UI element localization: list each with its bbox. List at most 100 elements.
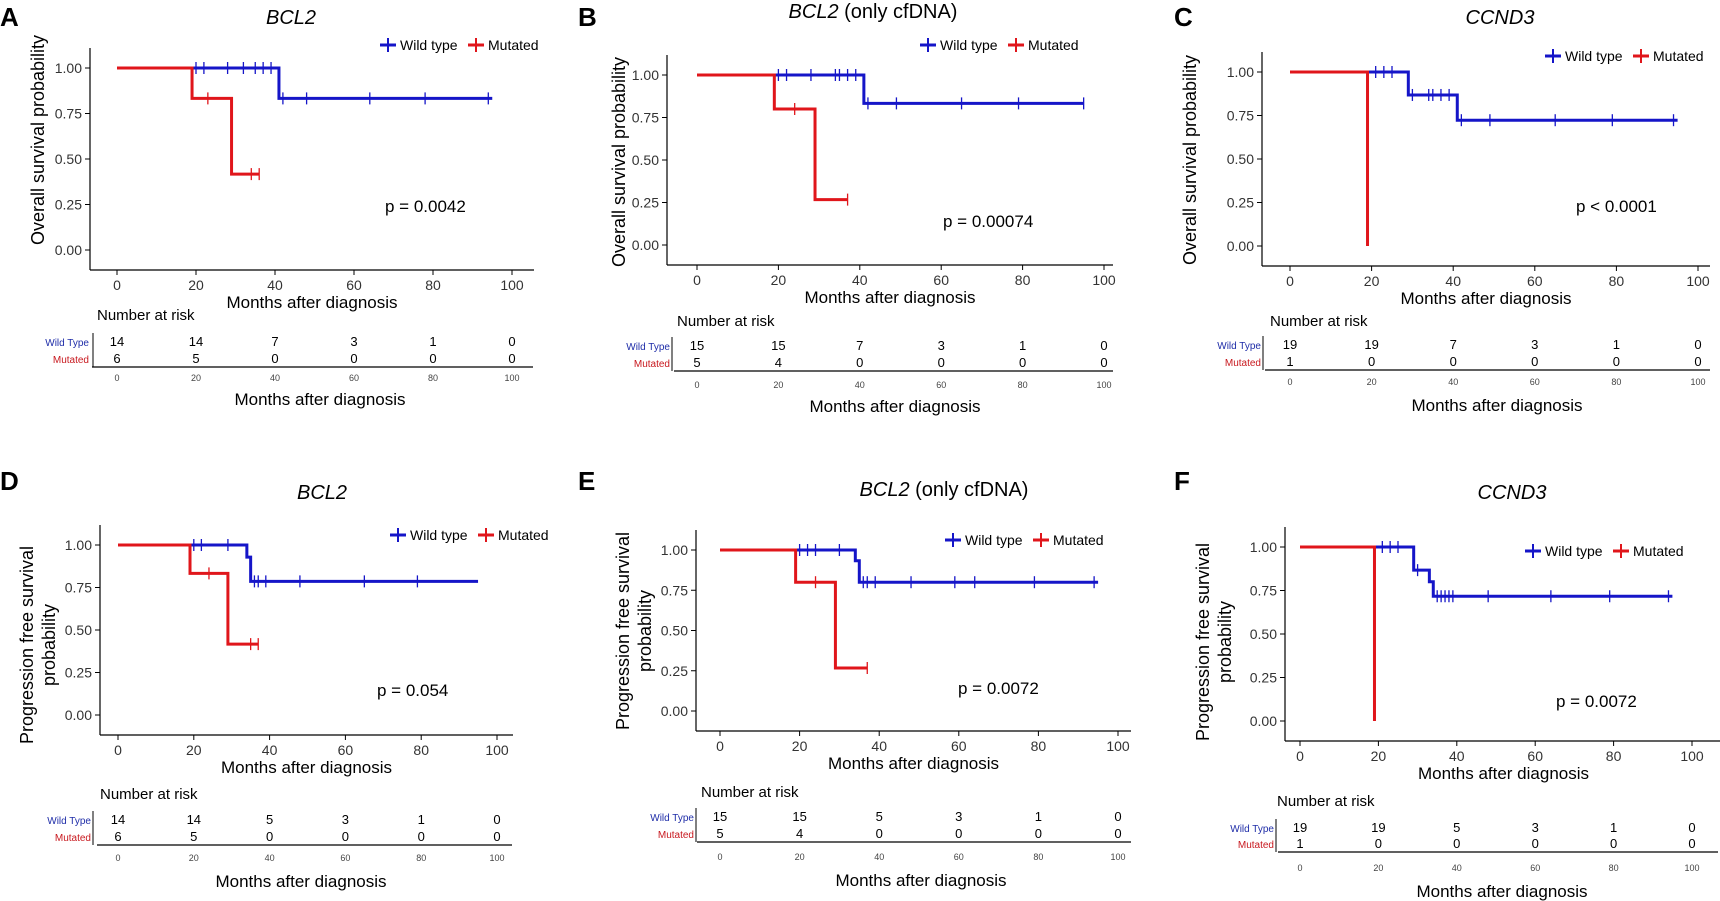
- risk-row-label-mutated: Mutated: [53, 355, 89, 366]
- km-curve-mutated: [118, 543, 259, 646]
- risk-count-mutated: 0: [1114, 826, 1121, 841]
- risk-count-wild-type: 0: [1694, 337, 1701, 352]
- x-tick-label: 60: [933, 272, 949, 288]
- risk-row-label-wild-type: Wild Type: [47, 816, 91, 827]
- risk-count-mutated: 0: [1453, 836, 1460, 851]
- y-axis-label-line: Overall survival probability: [1180, 55, 1200, 265]
- y-tick-label: 0.25: [55, 197, 82, 213]
- risk-x-tick-label: 100: [1690, 377, 1705, 387]
- x-tick-label: 0: [1286, 273, 1294, 289]
- x-tick-label: 80: [1606, 748, 1622, 764]
- risk-x-tick-label: 100: [504, 373, 519, 383]
- risk-count-mutated: 0: [1531, 354, 1538, 369]
- x-tick-label: 100: [1092, 272, 1116, 288]
- risk-x-tick-label: 20: [795, 852, 805, 862]
- y-axis-label: Progression free survival probability: [1193, 543, 1235, 741]
- km-curve-mutated: [1300, 545, 1376, 721]
- y-tick-label: 0.25: [1250, 670, 1277, 686]
- risk-count-wild-type: 3: [1532, 820, 1539, 835]
- risk-count-mutated: 0: [508, 351, 515, 366]
- y-axis-label-line: probability: [1215, 601, 1235, 683]
- risk-table-title: Number at risk: [701, 784, 799, 801]
- risk-count-wild-type: 15: [792, 809, 806, 824]
- risk-x-tick-label: 60: [349, 373, 359, 383]
- p-value: p = 0.0072: [1556, 692, 1637, 711]
- risk-count-wild-type: 1: [1019, 338, 1026, 353]
- x-axis-label: Months after diagnosis: [804, 288, 975, 307]
- x-tick-label: 60: [338, 742, 354, 758]
- risk-count-mutated: 0: [266, 829, 273, 844]
- chart-title-gene: CCND3: [1478, 482, 1547, 504]
- risk-count-wild-type: 3: [955, 809, 962, 824]
- risk-row-label-mutated: Mutated: [1238, 840, 1274, 851]
- risk-x-tick-label: 60: [936, 380, 946, 390]
- risk-table-x-label: Months after diagnosis: [1416, 882, 1587, 901]
- chart-title-gene: CCND3: [1466, 7, 1535, 29]
- panel-label: B: [578, 2, 597, 32]
- risk-count-wild-type: 3: [1531, 337, 1538, 352]
- risk-x-tick-label: 40: [265, 853, 275, 863]
- risk-table-title: Number at risk: [1277, 793, 1375, 810]
- risk-count-wild-type: 3: [342, 812, 349, 827]
- risk-table-x-label: Months after diagnosis: [809, 397, 980, 416]
- panel-f: F CCND3 Progression free survival probabili…: [1174, 466, 1720, 901]
- chart-title: BCL2 (only cfDNA): [789, 1, 958, 23]
- risk-table-x-label: Months after diagnosis: [215, 872, 386, 891]
- y-tick-label: 1.00: [632, 67, 659, 83]
- risk-count-mutated: 0: [1610, 836, 1617, 851]
- panel-c: C CCND3 Overall survival probability 0.00 0.…: [1174, 2, 1710, 415]
- risk-count-mutated: 0: [342, 829, 349, 844]
- y-tick-label: 0.75: [632, 110, 659, 126]
- x-tick-label: 40: [267, 277, 283, 293]
- x-tick-label: 40: [1449, 748, 1465, 764]
- y-tick-label: 1.00: [661, 542, 688, 558]
- y-tick-label: 0.00: [1227, 238, 1254, 254]
- risk-x-tick-label: 0: [115, 853, 120, 863]
- legend-mutated-label: Mutated: [1633, 543, 1684, 559]
- p-value: p = 0.0072: [958, 679, 1039, 698]
- risk-count-wild-type: 1: [1610, 820, 1617, 835]
- risk-x-tick-label: 40: [855, 380, 865, 390]
- risk-x-tick-label: 60: [1530, 863, 1540, 873]
- risk-row-label-mutated: Mutated: [1225, 358, 1261, 369]
- risk-count-mutated: 0: [1613, 354, 1620, 369]
- risk-count-mutated: 1: [1296, 836, 1303, 851]
- risk-count-mutated: 4: [796, 826, 803, 841]
- legend-mutated-label: Mutated: [488, 37, 539, 53]
- km-curve-wild-type: [1290, 70, 1678, 122]
- risk-count-mutated: 1: [1286, 354, 1293, 369]
- risk-count-wild-type: 5: [876, 809, 883, 824]
- y-axis-label-line: probability: [635, 590, 655, 672]
- risk-table-title: Number at risk: [100, 786, 198, 803]
- risk-x-tick-label: 80: [416, 853, 426, 863]
- risk-x-tick-label: 0: [1287, 377, 1292, 387]
- risk-count-wild-type: 7: [856, 338, 863, 353]
- x-axis-label: Months after diagnosis: [226, 293, 397, 312]
- risk-count-wild-type: 0: [493, 812, 500, 827]
- x-tick-label: 0: [716, 738, 724, 754]
- risk-x-tick-label: 100: [1110, 852, 1125, 862]
- x-axis-label: Months after diagnosis: [1418, 764, 1589, 783]
- panel-b: B BCL2 (only cfDNA) Overall survival proba…: [578, 1, 1116, 416]
- y-tick-label: 0.00: [632, 237, 659, 253]
- risk-x-tick-label: 40: [270, 373, 280, 383]
- p-value: p = 0.0042: [385, 197, 466, 216]
- x-axis-label: Months after diagnosis: [221, 758, 392, 777]
- risk-x-tick-label: 20: [191, 373, 201, 383]
- legend-wild-type-label: Wild type: [965, 532, 1023, 548]
- chart-title-gene: BCL2: [860, 479, 910, 501]
- x-tick-label: 80: [413, 742, 429, 758]
- risk-count-wild-type: 7: [1450, 337, 1457, 352]
- y-tick-label: 0.00: [1250, 713, 1277, 729]
- risk-row-label-wild-type: Wild Type: [45, 338, 89, 349]
- risk-row-label-wild-type: Wild Type: [1217, 341, 1261, 352]
- x-tick-label: 20: [1371, 748, 1387, 764]
- y-tick-label: 0.75: [55, 106, 82, 122]
- chart-title: BCL2: [266, 7, 316, 29]
- y-tick-label: 1.00: [55, 60, 82, 76]
- y-tick-label: 0.75: [1250, 583, 1277, 599]
- risk-count-wild-type: 19: [1371, 820, 1385, 835]
- y-axis-label-line: Progression free survival: [17, 546, 37, 744]
- chart-title: BCL2 (only cfDNA): [860, 479, 1029, 501]
- risk-x-tick-label: 60: [340, 853, 350, 863]
